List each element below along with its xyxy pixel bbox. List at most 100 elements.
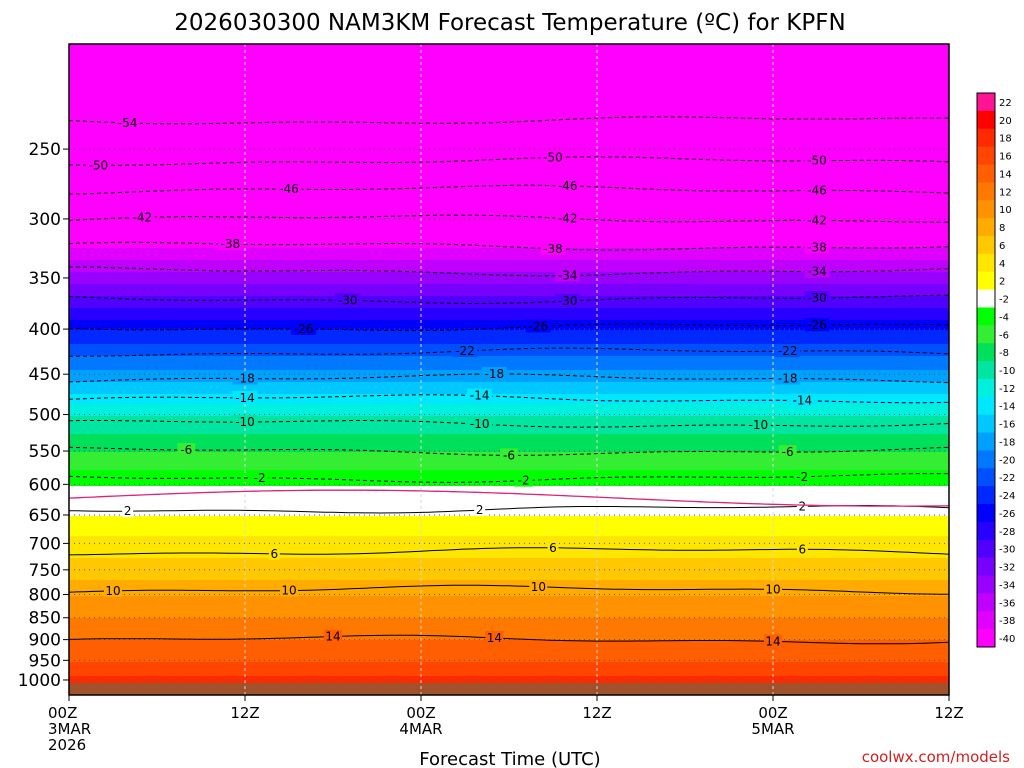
isotherm-label: -10 [749,418,769,432]
isotherm-label: 10 [105,584,120,598]
colorbar-swatch [977,486,995,505]
isotherm-label-bg [485,630,504,644]
colorbar-swatch [977,110,995,130]
colorbar-swatch [977,378,995,398]
y-tick-label: 450 [29,365,61,385]
isotherm-label-bg [789,393,815,407]
colorbar-swatch [977,128,995,148]
temperature-band [69,640,949,663]
colorbar-swatch [977,593,995,612]
colorbar-label: -4 [999,312,1009,323]
temperature-band [69,296,949,309]
isotherm-label: -10 [235,415,255,429]
y-tick-label: 750 [29,561,61,581]
colorbar-label: -32 [999,563,1015,574]
isotherm-label: -50 [89,158,109,172]
isotherm-label-bg [250,470,269,484]
temperature-band [69,416,949,435]
freezing-line [69,489,949,507]
colorbar-label: -38 [999,616,1015,627]
credit-text: coolwx.com/models [862,748,1010,766]
isotherm-label-bg [778,445,797,459]
temperature-band [69,452,949,471]
isotherm-label-bg [122,504,134,518]
temperature-band [69,382,949,395]
isotherm-label-bg [764,582,782,596]
colorbar-label: 10 [999,205,1012,216]
colorbar-swatch [977,164,995,183]
isotherm-label: -38 [543,242,563,256]
colorbar-swatch [977,182,995,201]
isotherm-label: -34 [558,269,578,283]
isotherm-label-bg [104,583,122,597]
colorbar-label: 16 [999,152,1012,163]
colorbar-swatch [977,575,995,594]
isotherm-label-bg [115,116,141,130]
temperature-band [69,404,949,417]
isotherm-label-bg [85,158,111,172]
colorbar-frame [976,92,996,648]
isotherm-label-bg [291,321,317,335]
isotherm-label: -50 [807,154,827,168]
colorbar-label: -26 [999,509,1015,520]
isotherm-label-bg [268,546,280,560]
y-tick-label: 1000 [18,671,61,691]
isotherm-label-bg [764,634,782,648]
colorbar-swatch [977,414,995,434]
isotherm-label: 2 [799,499,807,513]
colorbar-label: 8 [999,223,1005,234]
isotherm-label-bg [232,415,258,429]
isotherm-label-bg [555,294,581,308]
colorbar: 22 20 18 16 14 12 10 8 6 4 2 -2 -4 -6 -8 -10 -12 -14 -16 -1… [976,92,1015,648]
isotherm-label-bg [745,418,771,432]
isotherm-line [69,634,949,645]
isotherm-label: 10 [281,584,296,598]
chart-title: 2026030300 NAM3KM Forecast Temperature (… [174,10,845,36]
isotherm-label: -54 [118,116,138,130]
temperature-band [69,470,949,487]
isotherm-label: 2 [476,503,484,517]
isotherm-label-bg [555,268,581,282]
isotherm-label: -18 [235,372,255,386]
temperature-band [69,284,949,297]
isotherm-line [69,584,949,595]
colorbar-swatch [977,235,995,255]
colorbar-label: -14 [999,402,1015,413]
y-tick-label: 550 [29,442,61,462]
colorbar-swatch [977,146,995,165]
isotherm-label-bg [232,390,258,404]
colorbar-swatch [977,200,995,219]
isotherm-label: -6 [503,448,515,462]
colorbar-swatch [977,361,995,380]
isotherm-label-bg [796,542,808,556]
temperature-band [69,272,949,285]
colorbar-label: -36 [999,598,1015,609]
y-tick-label: 600 [29,475,61,495]
isotherm-label: 6 [271,547,279,561]
isotherm-label-bg [804,183,830,197]
isotherm-label: -14 [793,394,813,408]
isotherm-label-bg [324,629,342,643]
isotherm-label: -26 [529,319,549,333]
x-tick-label: 12Z [582,704,611,722]
x-tick-label: 4MAR [399,720,442,738]
colorbar-swatch [977,253,995,273]
y-tick-label: 900 [29,631,61,651]
colorbar-swatch [977,289,995,308]
isotherm-label: -6 [180,443,192,457]
y-tick-label: 500 [29,406,61,426]
colorbar-label: -18 [999,437,1015,448]
isotherm-label: -6 [782,445,794,459]
x-tick-label: 12Z [230,704,259,722]
y-tick-label: 400 [29,320,61,340]
colorbar-label: -2 [999,295,1009,306]
x-tick-label: 12Z [934,704,963,722]
y-tick-label: 700 [29,534,61,554]
isotherm-label-bg [217,237,243,251]
isotherm-label-bg [804,240,830,254]
colorbar-label: -22 [999,473,1015,484]
isotherm-label: -14 [470,389,490,403]
isotherm-label: 6 [799,542,807,556]
colorbar-label: -10 [999,366,1015,377]
